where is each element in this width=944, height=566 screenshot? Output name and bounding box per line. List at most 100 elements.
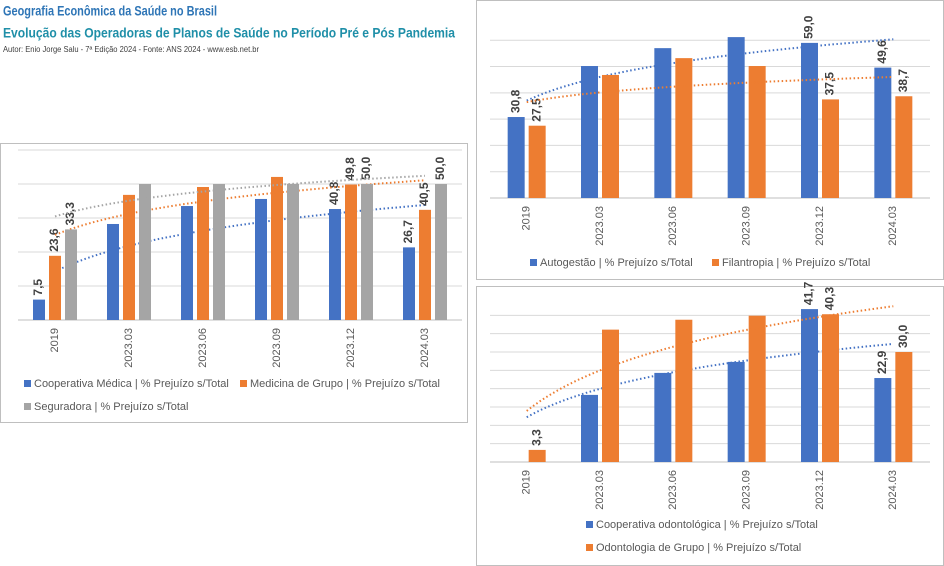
x-tick-label: 2023.09: [741, 206, 753, 246]
data-label: 33,3: [63, 202, 77, 226]
bar: [139, 184, 151, 320]
x-tick-label: 2023.09: [741, 470, 753, 510]
x-tick-label: 2023.12: [814, 470, 826, 510]
bar: [345, 184, 357, 320]
bar: [801, 309, 818, 462]
bar: [727, 37, 745, 198]
bar: [822, 314, 839, 462]
x-tick-label: 2024.03: [887, 206, 899, 246]
bar: [255, 198, 267, 320]
x-tick-label: 2023.06: [197, 328, 209, 368]
x-tick-label: 2023.03: [123, 328, 135, 368]
x-tick-label: 2023.12: [345, 328, 357, 368]
x-tick-label: 2023.06: [667, 206, 679, 246]
x-tick-label: 2023.06: [667, 470, 679, 510]
data-label: 3,3: [529, 429, 543, 446]
legend-swatch: [240, 380, 247, 387]
data-label: 38,7: [896, 69, 910, 93]
bar: [581, 66, 598, 198]
bar: [33, 299, 45, 320]
data-label: 49,8: [343, 157, 357, 181]
legend-swatch: [712, 259, 719, 266]
data-label: 37,5: [823, 72, 837, 96]
legend-label: Autogestão | % Prejuízo s/Total: [540, 257, 693, 269]
legend-label: Cooperativa Médica | % Prejuízo s/Total: [34, 378, 229, 390]
data-label: 23,6: [47, 228, 61, 252]
legend-swatch: [530, 259, 537, 266]
bar: [654, 48, 672, 199]
legend-label: Cooperativa odontológica | % Prejuízo s/…: [596, 519, 818, 531]
legend-swatch: [24, 403, 31, 410]
legend-swatch: [24, 380, 31, 387]
panel: [0, 143, 468, 423]
bar: [675, 58, 693, 198]
header-subtitle: Evolução das Operadoras de Planos de Saú…: [3, 25, 455, 41]
bar: [65, 229, 77, 320]
data-label: 40,3: [823, 287, 837, 311]
data-label: 22,9: [875, 350, 889, 374]
data-label: 50,0: [359, 156, 373, 180]
bar: [675, 319, 693, 462]
data-label: 40,8: [327, 181, 341, 205]
x-tick-label: 2019: [521, 470, 533, 494]
bar: [581, 394, 598, 462]
header-author: Autor: Enio Jorge Salu - 7ª Edição 2024 …: [3, 45, 259, 54]
bar: [602, 329, 619, 462]
bar: [602, 74, 619, 198]
x-tick-label: 2023.12: [814, 206, 826, 246]
bar: [123, 194, 135, 320]
bar: [654, 372, 672, 462]
legend-label: Filantropia | % Prejuízo s/Total: [722, 257, 870, 269]
data-label: 26,7: [401, 220, 415, 244]
data-label: 7,5: [31, 279, 45, 296]
bar: [197, 186, 209, 320]
bar: [874, 378, 892, 462]
bar: [528, 449, 546, 462]
panel: [476, 286, 944, 566]
legend-label: Medicina de Grupo | % Prejuízo s/Total: [250, 378, 440, 390]
x-tick-label: 2024.03: [887, 470, 899, 510]
bar: [748, 66, 766, 198]
bar: [435, 184, 447, 320]
bar: [507, 117, 525, 198]
legend-label: Odontologia de Grupo | % Prejuízo s/Tota…: [596, 542, 801, 554]
header-title: Geografia Econômica da Saúde no Brasil: [3, 3, 217, 19]
bar: [403, 247, 415, 320]
x-tick-label: 2019: [49, 328, 61, 352]
legend-swatch: [586, 521, 593, 528]
x-tick-label: 2023.03: [594, 470, 606, 510]
bar: [213, 184, 225, 320]
data-label: 49,6: [875, 40, 889, 64]
bar: [801, 42, 818, 198]
x-tick-label: 2023.09: [271, 328, 283, 368]
x-tick-label: 2024.03: [419, 328, 431, 368]
trendline: [526, 38, 894, 102]
bar: [748, 315, 766, 462]
bar: [727, 361, 745, 462]
bar: [874, 67, 892, 198]
data-label: 59,0: [802, 15, 816, 39]
data-label: 27,5: [529, 98, 543, 122]
data-label: 30,8: [508, 89, 522, 113]
bar: [49, 255, 61, 320]
bar: [271, 176, 283, 320]
x-tick-label: 2023.03: [594, 206, 606, 246]
data-label: 50,0: [433, 156, 447, 180]
bar: [361, 184, 373, 320]
x-tick-label: 2019: [521, 206, 533, 230]
panel: [476, 0, 944, 280]
bar: [329, 209, 341, 320]
bar: [528, 125, 546, 198]
legend-swatch: [586, 544, 593, 551]
legend-label: Seguradora | % Prejuízo s/Total: [34, 401, 189, 413]
trendline: [526, 76, 894, 104]
bar: [287, 184, 299, 320]
data-label: 40,5: [417, 182, 431, 206]
bar: [895, 96, 913, 198]
data-label: 30,0: [896, 324, 910, 348]
bar: [107, 223, 119, 320]
bar: [419, 209, 431, 320]
bar: [822, 99, 839, 198]
bar: [181, 206, 193, 320]
